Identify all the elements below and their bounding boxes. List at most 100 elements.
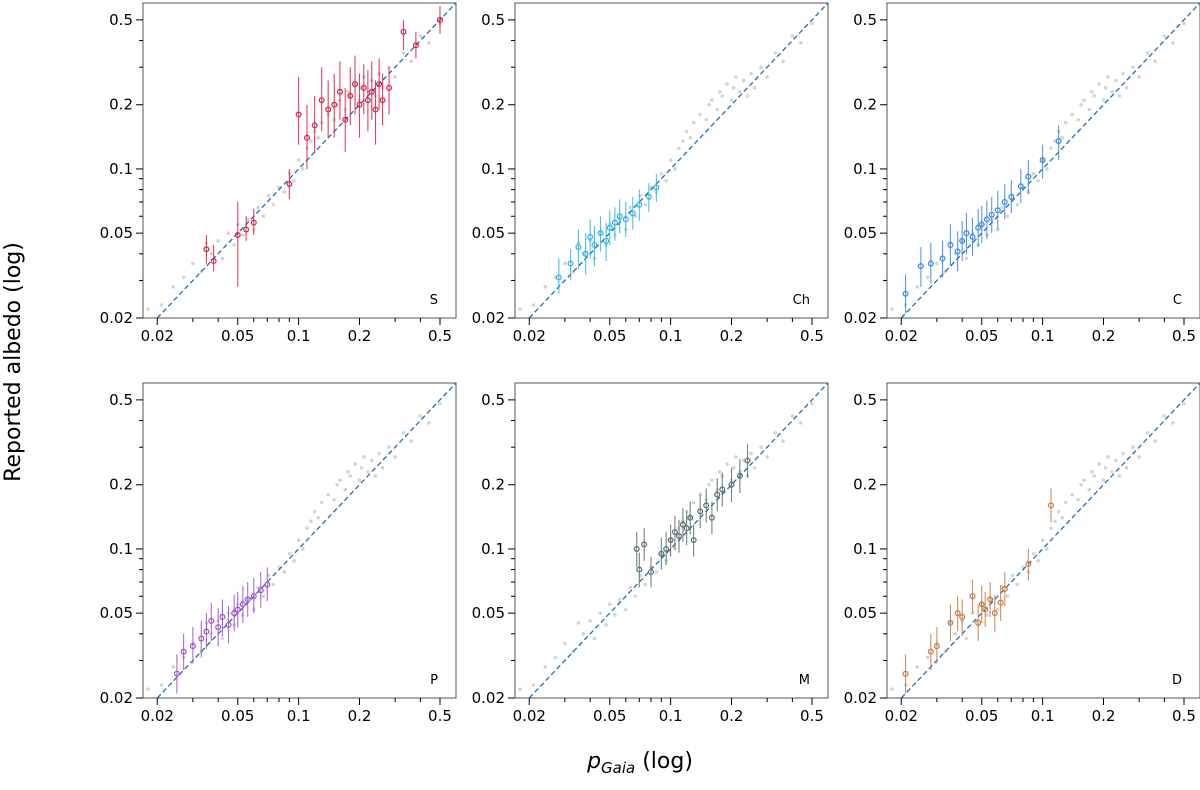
background-point xyxy=(292,178,296,183)
data-point xyxy=(331,101,338,108)
background-point xyxy=(146,307,150,311)
background-point xyxy=(361,455,366,459)
data-point xyxy=(400,28,407,35)
background-point xyxy=(426,421,431,425)
panel-label: S xyxy=(430,293,438,308)
background-point xyxy=(781,439,785,444)
background-point xyxy=(401,51,406,55)
y-tick-label: 0.05 xyxy=(472,604,505,622)
data-point xyxy=(719,486,726,493)
background-point xyxy=(688,135,693,140)
data-point xyxy=(902,670,909,677)
data-point xyxy=(318,97,325,104)
background-point xyxy=(1040,538,1045,542)
data-point xyxy=(603,237,610,244)
background-point xyxy=(752,466,757,470)
background-point xyxy=(733,75,738,79)
data-point xyxy=(257,587,264,594)
data-point xyxy=(597,230,604,237)
background-point xyxy=(220,636,225,641)
background-point xyxy=(387,445,391,449)
background-point xyxy=(1124,86,1129,90)
background-point xyxy=(664,178,668,183)
background-point xyxy=(366,470,370,474)
x-tick-label: 0.5 xyxy=(428,327,452,345)
y-tick-label: 0.2 xyxy=(481,476,505,494)
background-point xyxy=(717,90,722,94)
background-point xyxy=(1063,500,1068,505)
background-point xyxy=(643,202,648,207)
background-point xyxy=(1145,51,1150,55)
x-tick-label: 0.1 xyxy=(287,707,311,725)
background-point xyxy=(332,497,337,502)
data-point xyxy=(975,619,982,626)
background-point xyxy=(1060,135,1065,140)
background-point xyxy=(159,303,164,307)
data-point xyxy=(1039,157,1046,164)
data-point xyxy=(180,648,187,655)
data-point xyxy=(939,255,946,262)
data-point xyxy=(947,619,954,626)
background-point xyxy=(369,458,374,463)
y-tick-label: 0.2 xyxy=(481,96,505,114)
background-point xyxy=(953,632,958,636)
background-point xyxy=(301,547,305,551)
data-point xyxy=(215,624,222,631)
background-point xyxy=(1045,547,1049,551)
data-point xyxy=(376,81,383,88)
background-point xyxy=(677,146,681,151)
x-tick-label: 0.5 xyxy=(428,707,452,725)
data-point xyxy=(641,541,648,548)
data-point xyxy=(988,211,995,218)
background-point xyxy=(377,451,381,456)
data-point xyxy=(947,241,954,248)
background-point xyxy=(1105,455,1110,459)
x-tick-label: 0.02 xyxy=(513,327,546,345)
panel-label: D xyxy=(1172,673,1182,688)
background-point xyxy=(1070,492,1074,497)
background-point xyxy=(598,611,603,615)
background-point xyxy=(1049,146,1053,151)
background-point xyxy=(1015,202,1020,207)
background-point xyxy=(810,21,814,26)
background-point xyxy=(1076,117,1081,122)
x-axis-title: pGaia (log) xyxy=(586,749,693,777)
data-point xyxy=(1008,193,1015,200)
background-point xyxy=(710,478,714,483)
x-tick-label: 0.05 xyxy=(593,707,626,725)
background-point xyxy=(752,86,757,90)
background-point xyxy=(553,655,558,660)
data-point xyxy=(239,601,246,608)
background-point xyxy=(1097,462,1101,466)
background-point xyxy=(798,41,803,45)
y-axis-title: Reported albedo (log) xyxy=(1,242,26,482)
panel-label: P xyxy=(430,673,438,688)
background-point xyxy=(710,98,714,103)
background-point xyxy=(1045,167,1049,171)
background-point xyxy=(890,687,894,691)
background-point xyxy=(1101,98,1106,103)
data-point xyxy=(575,244,582,251)
plot-frame xyxy=(142,382,457,699)
background-point xyxy=(1076,497,1081,502)
background-point xyxy=(1053,519,1057,523)
data-point xyxy=(714,491,721,498)
background-point xyxy=(348,474,353,478)
data-point xyxy=(683,525,690,532)
x-tick-label: 0.5 xyxy=(1172,707,1196,725)
background-point xyxy=(271,202,276,207)
background-point xyxy=(995,607,1000,612)
background-point xyxy=(343,487,348,492)
background-point xyxy=(181,275,186,280)
panel-d: 0.02 0.05 0.1 0.2 0.5 0.02 0.05 0.1 0.2 0.5 D xyxy=(844,382,1200,725)
data-point xyxy=(311,122,318,129)
background-point xyxy=(725,82,729,86)
x-tick-label: 0.1 xyxy=(659,327,683,345)
x-tick-label: 0.02 xyxy=(513,707,546,725)
x-tick-label: 0.2 xyxy=(348,327,372,345)
background-point xyxy=(271,582,276,587)
background-point xyxy=(345,90,350,94)
data-point xyxy=(352,81,359,88)
background-point xyxy=(266,193,271,198)
background-point xyxy=(790,34,795,38)
